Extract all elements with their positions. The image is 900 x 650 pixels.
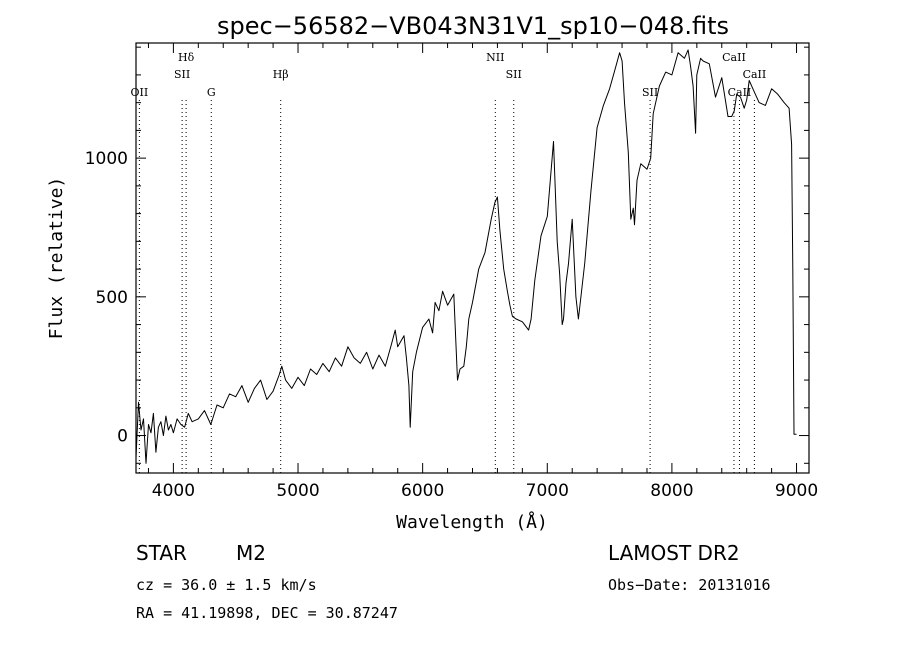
y-axis-label: Flux (relative) — [46, 177, 67, 340]
spectrum-line — [135, 49, 797, 464]
x-tick-label: 6000 — [401, 481, 444, 501]
x-tick-label: 4000 — [152, 481, 195, 501]
line-marker-label: G — [207, 86, 216, 99]
coordinates: RA = 41.19898, DEC = 30.87247 — [136, 604, 398, 622]
line-marker-label: Hβ — [273, 68, 289, 81]
line-marker-label: CaII — [743, 68, 767, 81]
line-marker-label: NII — [486, 51, 504, 64]
line-marker-label: SII — [506, 68, 522, 81]
y-tick-label: 0 — [117, 427, 128, 447]
object-class: STAR — [136, 541, 187, 565]
x-tick-label: 5000 — [276, 481, 319, 501]
x-tick-label: 8000 — [650, 481, 693, 501]
x-axis-label: Wavelength (Å) — [396, 511, 548, 533]
line-marker-label: OII — [131, 86, 149, 99]
survey-name: LAMOST DR2 — [608, 541, 740, 565]
line-marker-label: CaII — [722, 51, 746, 64]
line-marker-label: Hδ — [178, 51, 195, 64]
line-marker-label: SII — [174, 68, 190, 81]
redshift-value: cz = 36.0 ± 1.5 km/s — [136, 576, 317, 594]
chart-title: spec−56582−VB043N31V1_sp10−048.fits — [217, 12, 729, 40]
axis-tick-labels: 4000 5000 6000 7000 8000 9000 0 500 1000 — [85, 149, 818, 501]
object-subclass: M2 — [236, 541, 266, 565]
axis-ticks — [136, 43, 809, 473]
x-tick-label: 7000 — [526, 481, 569, 501]
line-marker-label: CaII — [728, 86, 752, 99]
y-tick-label: 1000 — [85, 149, 128, 169]
y-tick-label: 500 — [96, 288, 128, 308]
plot-frame — [135, 42, 810, 474]
observation-date: Obs−Date: 20131016 — [608, 576, 771, 594]
line-marker-label: SII — [642, 86, 658, 99]
x-tick-label: 9000 — [775, 481, 818, 501]
